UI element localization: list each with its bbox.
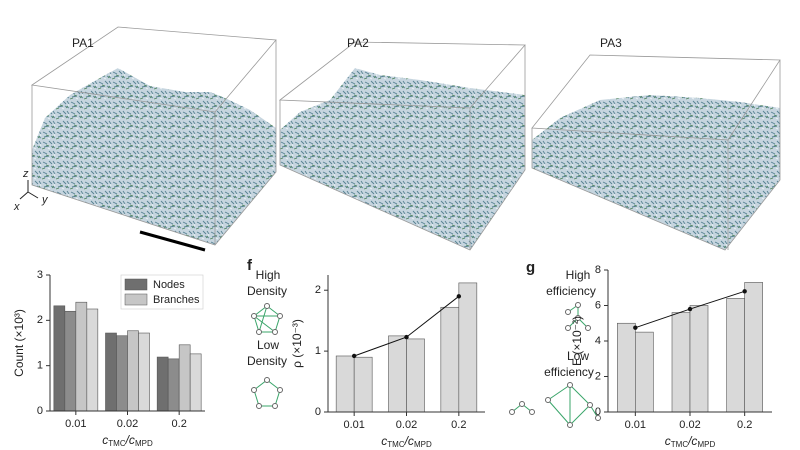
x-label-subscript: TMC xyxy=(387,440,405,449)
x-label-subscript: MPD xyxy=(135,439,153,448)
x-tick-label: 0.02 xyxy=(396,419,417,431)
axis-glyph: y xyxy=(41,194,49,206)
bar xyxy=(671,312,691,413)
bar xyxy=(335,355,355,413)
schematic-label: Density xyxy=(247,284,287,298)
x-label-subscript: TMC xyxy=(671,440,689,449)
x-tick-label: 0.2 xyxy=(737,419,752,431)
bar xyxy=(689,305,709,413)
bar xyxy=(406,338,425,413)
x-label-part: c xyxy=(102,433,108,447)
x-label-part: c xyxy=(381,434,387,448)
y-tick-label: 2 xyxy=(37,314,43,326)
y-tick-label: 8 xyxy=(595,264,601,276)
volume-pa1 xyxy=(30,26,277,252)
bar xyxy=(116,335,128,412)
y-tick-label: 0 xyxy=(37,405,43,417)
schematic-label: Density xyxy=(247,354,287,368)
x-label-part: /c xyxy=(125,433,135,447)
bar xyxy=(440,306,460,413)
bar xyxy=(53,305,66,412)
x-label-part: /c xyxy=(404,434,414,448)
graph-high-efficiency xyxy=(565,302,591,331)
y-axis-label: Count (×10³) xyxy=(12,309,26,377)
y-tick-label: 1 xyxy=(37,360,43,372)
graph-low-efficiency xyxy=(509,382,601,428)
schematic-label: Low xyxy=(257,338,279,352)
legend-label: Nodes xyxy=(153,279,185,291)
volume-pa2 xyxy=(278,41,526,251)
x-tick-label: 0.02 xyxy=(117,418,138,430)
x-tick-label: 0.2 xyxy=(451,419,466,431)
y-tick-label: 6 xyxy=(595,299,601,311)
bar xyxy=(617,322,636,413)
schematic-label: efficiency xyxy=(546,284,596,298)
x-axis-label: cTMC/cMPD xyxy=(381,434,432,449)
line-marker xyxy=(404,334,409,340)
bar xyxy=(105,332,117,412)
bar xyxy=(138,332,150,412)
x-axis-label: cTMC/cMPD xyxy=(665,434,716,449)
bar xyxy=(189,353,202,412)
schematic-label: Low xyxy=(567,349,589,363)
y-axis-label: E (×10⁻²) xyxy=(570,316,584,366)
x-tick-label: 0.01 xyxy=(343,419,364,431)
bar xyxy=(353,356,373,413)
line-marker xyxy=(687,306,693,312)
y-tick-label: 2 xyxy=(595,370,601,382)
panel-letter: g xyxy=(526,259,535,276)
x-tick-label: 0.02 xyxy=(679,419,700,431)
y-tick-label: 4 xyxy=(595,335,601,347)
bar xyxy=(726,298,745,413)
legend-swatch xyxy=(124,278,148,291)
line-marker xyxy=(742,289,747,294)
line-marker xyxy=(456,294,462,299)
bar xyxy=(127,330,139,412)
legend-swatch xyxy=(124,293,148,306)
x-label-subscript: TMC xyxy=(108,439,126,448)
schematic-label: High xyxy=(566,268,591,282)
bar xyxy=(178,344,191,412)
x-tick-label: 0.01 xyxy=(65,418,86,430)
x-tick-label: 0.2 xyxy=(172,418,187,430)
y-tick-label: 3 xyxy=(37,269,43,281)
axis-triad xyxy=(19,180,39,200)
y-tick-label: 1 xyxy=(315,345,321,357)
panel-title: PA2 xyxy=(347,36,369,50)
bar xyxy=(458,282,478,413)
bar xyxy=(167,358,180,412)
bar xyxy=(64,310,77,412)
legend-label: Branches xyxy=(153,294,200,306)
graph-high-density xyxy=(251,303,283,335)
x-label-subscript: MPD xyxy=(697,440,715,449)
x-tick-label: 0.01 xyxy=(625,419,646,431)
panel-title: PA1 xyxy=(72,36,94,50)
x-label-part: /c xyxy=(687,434,697,448)
bar xyxy=(75,301,88,412)
x-label-subscript: MPD xyxy=(414,440,432,449)
bar xyxy=(744,282,763,413)
y-tick-label: 2 xyxy=(315,284,321,296)
bar xyxy=(156,356,169,412)
y-tick-label: 0 xyxy=(315,406,321,418)
y-tick-label: 0 xyxy=(595,406,601,418)
line-marker xyxy=(351,353,357,359)
bar xyxy=(86,308,99,412)
y-axis-label: ρ (×10⁻³) xyxy=(290,319,304,368)
volume-pa3 xyxy=(531,54,781,251)
panel-letter: f xyxy=(247,257,253,274)
panel-title: PA3 xyxy=(600,36,622,50)
bar xyxy=(388,335,407,413)
graph-low-density xyxy=(251,377,283,409)
x-axis-label: cTMC/cMPD xyxy=(102,433,153,448)
x-label-part: c xyxy=(665,434,671,448)
line-marker xyxy=(633,325,638,330)
schematic-label: High xyxy=(256,268,281,282)
axis-glyph: z xyxy=(22,168,29,180)
schematic-label: efficiency xyxy=(544,365,594,379)
bar xyxy=(635,331,654,413)
axis-glyph: x xyxy=(13,201,20,213)
